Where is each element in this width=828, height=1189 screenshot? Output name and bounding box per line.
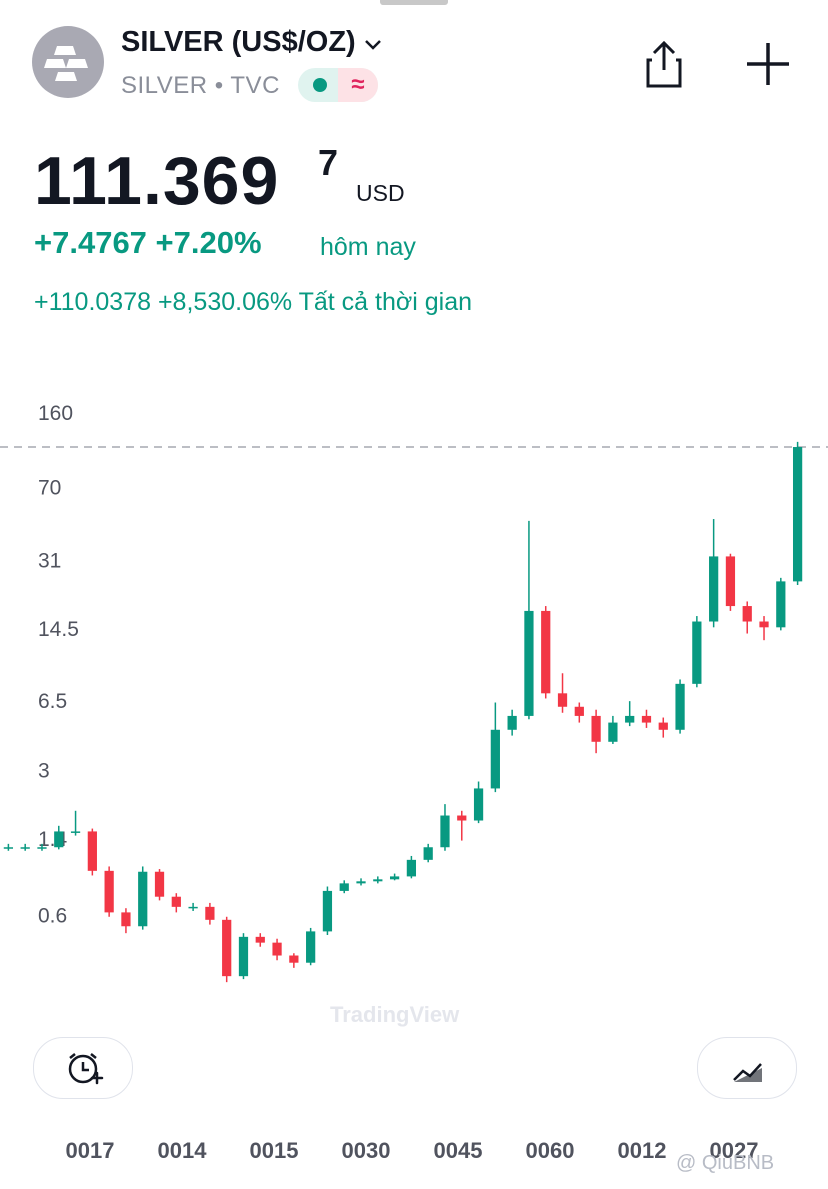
candle-body <box>591 715 601 742</box>
status-dot <box>313 78 327 92</box>
day-change: +7.4767 +7.20% <box>34 225 262 260</box>
candle-body <box>70 831 81 833</box>
candle-body <box>574 706 584 716</box>
delay-badge: ≈ <box>338 68 378 102</box>
symbol-title[interactable]: SILVER (US$/OZ) <box>121 26 382 59</box>
candle-body <box>306 931 316 963</box>
candle-body <box>54 831 64 848</box>
candle-body <box>792 447 803 582</box>
candle-body <box>490 729 500 789</box>
candle-body <box>356 881 366 884</box>
y-tick-label: 14.5 <box>38 618 79 641</box>
x-tick-label: 0014 <box>157 1138 207 1163</box>
x-tick-label: 0015 <box>249 1138 299 1163</box>
day-change-label: hôm nay <box>320 233 416 261</box>
candle-body <box>541 610 551 694</box>
candle-body <box>188 906 198 909</box>
candle-body <box>709 556 719 622</box>
candle-body <box>675 683 685 730</box>
add-button[interactable] <box>744 40 792 88</box>
y-tick-label: 160 <box>38 402 73 425</box>
candle-body <box>339 883 349 891</box>
candle-body <box>272 942 282 956</box>
candle-body <box>322 890 333 932</box>
alert-button[interactable] <box>33 1037 133 1099</box>
status-pill <box>380 0 448 5</box>
y-tick-label: 70 <box>38 476 61 499</box>
candle-body <box>608 722 618 742</box>
price-fraction: 7 <box>318 142 339 183</box>
x-axis: 0017 0014 0015 0030 0045 0060 0012 0027 <box>0 1138 828 1168</box>
candle-body <box>776 581 786 628</box>
x-tick-label: 0012 <box>617 1138 667 1163</box>
candle-body <box>440 815 450 848</box>
x-tick-label: 0027 <box>709 1138 759 1163</box>
candle-body <box>138 871 148 927</box>
currency: USD <box>356 180 405 206</box>
candle-body <box>389 876 400 880</box>
credit: @ QiuBNB <box>676 1152 775 1174</box>
candle-body <box>725 556 736 607</box>
all-time-label: Tất cả thời gian <box>298 288 473 316</box>
y-tick-label: 6.5 <box>38 690 67 713</box>
candle-body <box>154 871 165 897</box>
candle-body <box>625 715 635 723</box>
candle-body <box>205 906 215 920</box>
candle-body <box>742 606 752 622</box>
candle-body <box>658 722 668 730</box>
candle-body <box>524 610 534 716</box>
all-time-value: +110.0378 +8,530.06% <box>34 288 293 316</box>
candle-body <box>3 847 14 849</box>
x-tick-label: 0060 <box>525 1138 575 1163</box>
candle-body <box>557 693 568 707</box>
candle-body <box>406 859 417 877</box>
candle-body <box>457 815 467 821</box>
watermark: TradingView <box>330 1002 460 1027</box>
candle-body <box>255 936 265 943</box>
candle-body <box>641 715 652 723</box>
price: 111.369 <box>34 143 280 219</box>
candle-body <box>759 621 769 628</box>
candle-body <box>507 715 517 730</box>
candle-body <box>104 870 114 913</box>
candle-body <box>87 831 97 871</box>
chevron <box>364 40 381 50</box>
candle-body <box>20 847 30 849</box>
candle-body <box>423 847 433 860</box>
candle-body <box>373 879 383 882</box>
x-tick-label: 0017 <box>65 1138 115 1163</box>
y-tick-label: 3 <box>38 760 50 783</box>
candle-body <box>692 621 702 684</box>
symbol-subtitle: SILVER • TVC <box>121 72 280 99</box>
x-tick-label: 0045 <box>433 1138 483 1163</box>
candle-body <box>222 919 232 977</box>
y-tick-label: 31 <box>38 550 61 573</box>
share-button[interactable] <box>642 40 686 90</box>
indicator-button[interactable] <box>697 1037 797 1099</box>
symbol-logo <box>32 26 104 98</box>
candle-body <box>171 896 181 907</box>
candle-body <box>37 847 47 849</box>
x-tick-label: 0030 <box>341 1138 391 1163</box>
indicator-icon <box>733 1063 762 1082</box>
y-tick-label: 0.6 <box>38 904 67 927</box>
candle-body <box>238 936 249 977</box>
alarm-icon <box>68 1053 104 1085</box>
title-text: SILVER (US$/OZ) <box>121 26 356 58</box>
all-time-change: +110.0378 +8,530.06% Tất cả thời gian <box>34 288 472 317</box>
candle-body <box>121 912 131 927</box>
candle-body <box>289 955 299 963</box>
candle-body <box>473 788 484 821</box>
